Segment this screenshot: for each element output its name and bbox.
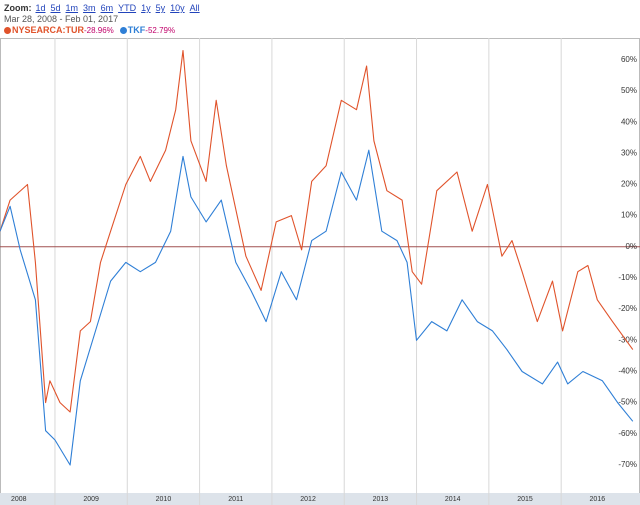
- legend-change: -28.96%: [84, 26, 114, 35]
- y-tick-label: 60%: [621, 55, 637, 64]
- zoom-option[interactable]: 6m: [100, 3, 114, 13]
- x-tick-label: 2016: [590, 496, 606, 503]
- x-tick-label: 2009: [83, 496, 99, 503]
- legend-name: TKF: [127, 25, 146, 35]
- legend-dot: [119, 27, 127, 34]
- zoom-option[interactable]: 5d: [50, 3, 61, 13]
- zoom-option[interactable]: 1y: [141, 3, 151, 13]
- zoom-option[interactable]: YTD: [118, 3, 137, 13]
- y-tick-label: 30%: [621, 148, 637, 157]
- series-line: [0, 149, 634, 466]
- y-tick-label: -30%: [618, 335, 637, 344]
- date-range: Mar 28, 2008 - Feb 01, 2017: [4, 14, 119, 24]
- series-line: [0, 49, 634, 413]
- y-tick-label: 0%: [625, 242, 637, 251]
- y-tick-label: 40%: [621, 117, 637, 126]
- legend-name: NYSEARCA:TUR: [12, 25, 84, 35]
- legend: NYSEARCA:TUR-28.96% TKF-52.79%: [4, 25, 205, 36]
- zoom-option[interactable]: 3m: [83, 3, 96, 13]
- plot-border: [0, 38, 640, 494]
- y-tick-label: 20%: [621, 180, 637, 189]
- x-tick-label: 2010: [156, 496, 172, 503]
- x-tick-label: 2011: [228, 496, 243, 503]
- zoom-label: Zoom:: [4, 3, 32, 13]
- y-tick-label: -10%: [618, 273, 637, 282]
- zoom-option[interactable]: 10y: [170, 3, 185, 13]
- y-tick-label: 50%: [621, 86, 637, 95]
- zoom-option[interactable]: 1m: [65, 3, 79, 13]
- x-axis-strip: [0, 493, 640, 505]
- x-tick-label: 2014: [445, 496, 461, 503]
- zoom-option[interactable]: 1d: [35, 3, 46, 13]
- y-tick-label: -50%: [618, 398, 637, 407]
- legend-change: -52.79%: [145, 26, 176, 35]
- y-tick-label: -20%: [618, 304, 637, 313]
- y-tick-label: -60%: [618, 429, 637, 438]
- legend-dot: [4, 27, 11, 34]
- x-tick-label: 2012: [300, 496, 316, 503]
- x-tick-label: 2013: [373, 496, 389, 503]
- x-tick-label: 2015: [517, 496, 533, 503]
- y-tick-label: -70%: [618, 460, 637, 469]
- x-tick-label: 2008: [11, 496, 27, 503]
- zoom-option[interactable]: 5y: [155, 3, 166, 13]
- y-tick-label: -40%: [618, 367, 637, 376]
- zoom-option[interactable]: All: [189, 3, 200, 13]
- header: Zoom: 1d 5d 1m 3m 6m YTD 1y 5y 10y All Mar 28, 200…: [4, 3, 205, 36]
- zoom-bar: Zoom: 1d 5d 1m 3m 6m YTD 1y 5y 10y All: [4, 3, 205, 14]
- y-tick-label: 10%: [621, 211, 637, 220]
